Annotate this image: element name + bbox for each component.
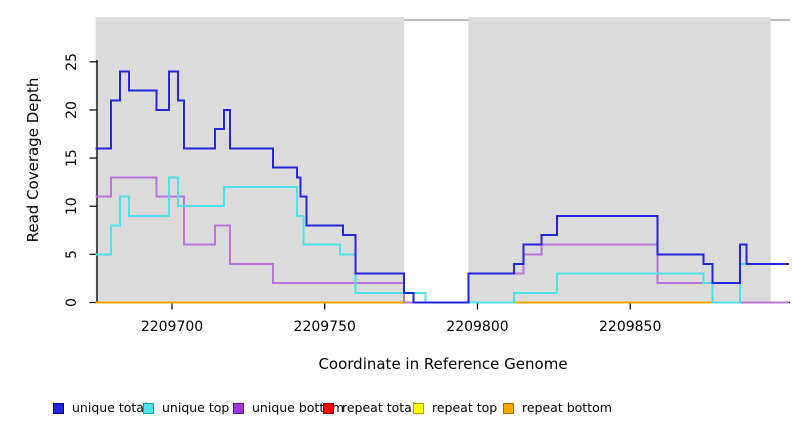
legend-item-unique-top: unique top	[143, 399, 229, 417]
series-line-unique-total	[95, 70, 789, 304]
x-tick-label: 2209850	[599, 319, 661, 335]
legend-swatch-icon	[143, 402, 154, 414]
legend-item-repeat-top: repeat top	[413, 399, 497, 417]
legend-swatch-icon	[413, 402, 424, 414]
shaded-coverage-region	[95, 17, 405, 303]
x-tick-label: 2209800	[446, 319, 508, 335]
y-tick-label: 25	[64, 53, 80, 71]
legend-label: repeat total	[342, 400, 416, 415]
x-axis-title: Coordinate in Reference Genome	[318, 355, 568, 373]
legend-item-repeat-total: repeat total	[323, 399, 415, 417]
x-tick-label: 2209700	[141, 319, 203, 335]
y-axis-title: Read Coverage Depth	[24, 77, 42, 243]
legend-swatch-icon	[53, 402, 64, 414]
legend-label: unique top	[162, 400, 230, 415]
legend-label: repeat top	[432, 400, 498, 415]
series-line-unique-top	[95, 176, 789, 304]
y-tick-label: 20	[64, 101, 80, 119]
legend-label: unique bottom	[252, 400, 345, 415]
y-tick-label: 15	[64, 149, 80, 167]
legend-label: unique total	[72, 400, 148, 415]
legend-swatch-icon	[323, 402, 334, 414]
x-tick-label: 2209750	[294, 319, 356, 335]
shaded-coverage-region	[468, 17, 771, 303]
series-line-unique-bottom	[95, 176, 789, 304]
legend-item-repeat-bottom: repeat bottom	[503, 399, 612, 417]
y-tick-label: 0	[64, 298, 80, 307]
legend-swatch-icon	[503, 402, 514, 414]
legend-item-unique-bottom: unique bottom	[233, 399, 344, 417]
y-tick-label: 5	[64, 250, 80, 259]
legend-label: repeat bottom	[522, 400, 612, 415]
legend-item-unique-total: unique total	[53, 399, 147, 417]
legend: unique total unique top unique bottom repea…	[0, 399, 792, 419]
y-tick-label: 10	[64, 197, 80, 215]
legend-swatch-icon	[233, 402, 244, 414]
